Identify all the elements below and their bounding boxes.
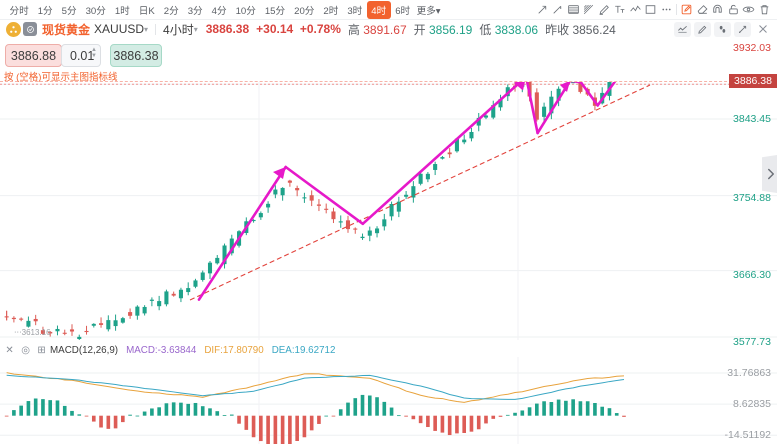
svg-text:‧‧‧3613.16: ‧‧‧3613.16 — [14, 328, 51, 337]
